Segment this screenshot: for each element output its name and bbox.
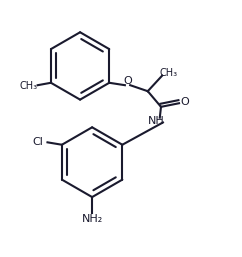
Text: O: O	[123, 76, 132, 86]
Text: NH: NH	[148, 116, 165, 126]
Text: O: O	[180, 97, 189, 107]
Text: Cl: Cl	[32, 137, 43, 147]
Text: CH₃: CH₃	[19, 81, 37, 91]
Text: CH₃: CH₃	[159, 68, 177, 78]
Text: NH₂: NH₂	[82, 214, 103, 224]
